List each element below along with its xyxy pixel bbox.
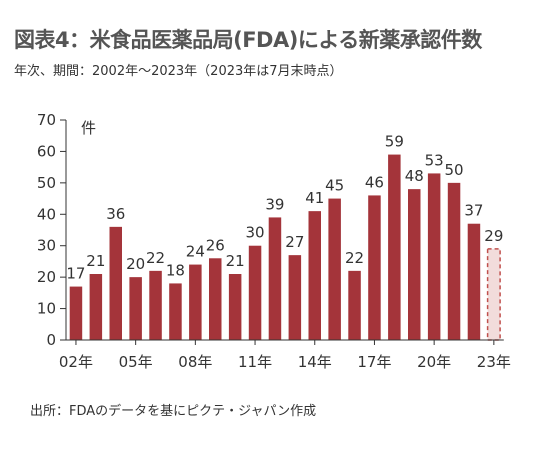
bar <box>129 277 142 340</box>
bar <box>467 223 481 340</box>
source-note: 出所：FDAのデータを基にピクテ・ジャパン作成 <box>30 404 317 419</box>
x-tick-label: 08年 <box>178 353 212 371</box>
bar <box>248 245 262 340</box>
data-label: 21 <box>86 252 105 270</box>
data-label: 48 <box>405 167 424 185</box>
data-label: 21 <box>226 252 245 270</box>
x-tick-label: 17年 <box>357 353 391 371</box>
chart-subtitle: 年次、期間：2002年～2023年（2023年は7月末時点） <box>14 64 343 79</box>
data-label: 37 <box>464 202 483 220</box>
data-label: 50 <box>445 161 464 179</box>
data-label: 53 <box>425 151 444 169</box>
y-axis-unit: 件 <box>81 119 96 137</box>
y-tick-label: 60 <box>37 142 56 160</box>
data-label: 41 <box>305 189 324 207</box>
x-tick-label: 23年 <box>477 353 511 371</box>
data-label: 22 <box>146 249 165 267</box>
bar <box>408 189 421 340</box>
data-label: 29 <box>484 227 503 245</box>
bar <box>447 182 461 340</box>
bar-partial <box>486 248 501 341</box>
y-tick-label: 40 <box>37 205 56 223</box>
x-tick-label: 02年 <box>59 353 93 371</box>
data-label: 45 <box>325 177 344 195</box>
data-label: 27 <box>285 233 304 251</box>
bar <box>348 270 361 340</box>
chart-title: 図表4：米食品医薬品局(FDA)による新薬承認件数 <box>14 28 482 52</box>
bar <box>388 154 401 340</box>
bar <box>69 286 83 340</box>
y-tick-label: 50 <box>37 174 56 192</box>
x-tick-label: 14年 <box>298 353 332 371</box>
x-tick-label: 05年 <box>119 353 153 371</box>
y-tick-label: 10 <box>37 300 56 318</box>
data-label: 20 <box>126 255 145 273</box>
data-label: 36 <box>106 205 125 223</box>
bar <box>109 226 122 340</box>
y-tick-label: 30 <box>37 237 56 255</box>
data-label: 18 <box>166 261 185 279</box>
data-label: 59 <box>385 133 404 151</box>
y-tick-label: 70 <box>37 111 56 129</box>
bar <box>288 255 302 340</box>
bar <box>268 217 282 340</box>
x-tick-label: 11年 <box>238 353 272 371</box>
data-label: 17 <box>66 265 85 283</box>
bar <box>308 211 321 340</box>
bar <box>169 283 182 340</box>
data-label: 22 <box>345 249 364 267</box>
data-label: 39 <box>265 195 284 213</box>
bar <box>89 274 103 340</box>
y-tick-label: 0 <box>46 331 56 349</box>
bar <box>189 264 202 340</box>
bar <box>228 274 242 340</box>
y-tick-label: 20 <box>37 268 56 286</box>
data-label: 26 <box>206 236 225 254</box>
x-tick-label: 20年 <box>417 353 451 371</box>
data-label: 24 <box>186 243 205 261</box>
bar <box>427 173 441 340</box>
bar <box>149 270 162 340</box>
data-label: 30 <box>246 224 265 242</box>
bar <box>368 195 381 340</box>
bar <box>328 198 341 340</box>
data-label: 46 <box>365 173 384 191</box>
bar <box>209 258 222 340</box>
